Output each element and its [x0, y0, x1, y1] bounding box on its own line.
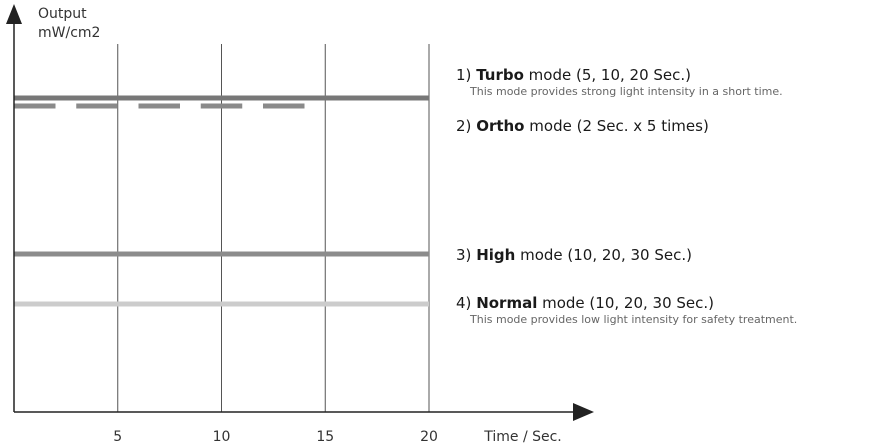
- x-axis-arrow: [573, 403, 594, 421]
- x-tick-label-20: 20: [420, 429, 438, 445]
- legend-mode-detail: mode (2 Sec. x 5 times): [529, 117, 709, 135]
- legend-number: 3): [456, 246, 472, 264]
- x-tick-label-5: 5: [113, 429, 122, 445]
- series-group: [14, 95, 429, 307]
- legend-mode-detail: mode (5, 10, 20 Sec.): [528, 66, 692, 84]
- x-axis-label: Time / Sec.: [483, 429, 562, 445]
- legend-note: This mode provides low light intensity f…: [470, 313, 798, 326]
- y-axis-label-line2: mW/cm2: [38, 25, 101, 41]
- x-tick-label-10: 10: [213, 429, 231, 445]
- legend-mode-name: Normal: [476, 294, 538, 312]
- legend-item-turbo: 1) Turbo mode (5, 10, 20 Sec.) This mode…: [456, 66, 868, 98]
- legend-item-normal: 4) Normal mode (10, 20, 30 Sec.) This mo…: [456, 294, 868, 326]
- legend-mode-name: High: [476, 246, 516, 264]
- legend-number: 1): [456, 66, 472, 84]
- legend-note: This mode provides strong light intensit…: [470, 85, 783, 98]
- legend-mode-detail: mode (10, 20, 30 Sec.): [542, 294, 715, 312]
- x-ticks: 5 10 15 20 Time / Sec.: [113, 429, 561, 445]
- legend-mode-name: Turbo: [476, 66, 524, 84]
- y-axis-arrow: [6, 4, 22, 24]
- legend-mode-detail: mode (10, 20, 30 Sec.): [520, 246, 692, 264]
- legend-item-high: 3) High mode (10, 20, 30 Sec.): [456, 246, 868, 264]
- legend-number: 4): [456, 294, 472, 312]
- legend-item-ortho: 2) Ortho mode (2 Sec. x 5 times): [456, 117, 868, 135]
- axes: [6, 4, 594, 421]
- x-tick-label-15: 15: [316, 429, 334, 445]
- legend-number: 2): [456, 117, 472, 135]
- legend-mode-name: Ortho: [476, 117, 525, 135]
- y-axis-label-line1: Output: [38, 6, 87, 22]
